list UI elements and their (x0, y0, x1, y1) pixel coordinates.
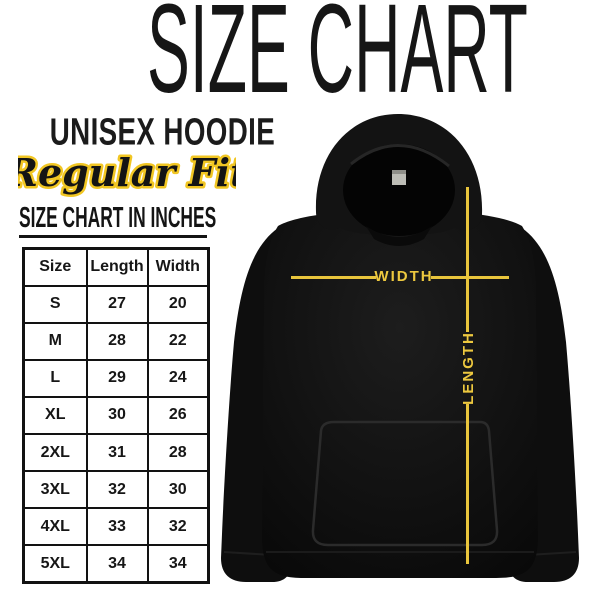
length-cell: 33 (85, 507, 149, 547)
length-cell: 34 (85, 544, 149, 584)
table-header-row: Size Length Width (22, 247, 210, 287)
width-line-right-segment (431, 276, 509, 279)
size-cell: M (22, 321, 88, 361)
column-header-size: Size (22, 247, 88, 287)
table-row: 4XL 33 32 (22, 507, 210, 547)
length-line-top-segment (466, 187, 469, 332)
width-cell: 22 (146, 321, 210, 361)
width-cell: 32 (146, 507, 210, 547)
size-cell: 2XL (22, 432, 88, 473)
hood-opening (343, 144, 455, 236)
page-title: SIZE CHART (147, 0, 528, 119)
table-row: S 27 20 (22, 284, 210, 324)
fit-label-script: Regular Fit (18, 148, 236, 198)
fit-label-text: Regular Fit (18, 150, 236, 195)
length-cell: 31 (85, 432, 149, 473)
width-label: WIDTH (374, 268, 434, 285)
width-cell: 26 (146, 395, 210, 436)
size-table: Size Length Width S 27 20 M 28 22 L 29 2… (22, 247, 210, 584)
width-cell: 20 (146, 284, 210, 324)
length-cell: 30 (85, 395, 149, 436)
width-cell: 30 (146, 470, 210, 510)
table-row: XL 30 26 (22, 395, 210, 436)
hoodie-image (221, 114, 579, 582)
table-heading: SIZE CHART IN INCHES (19, 202, 217, 234)
size-cell: 4XL (22, 507, 88, 547)
width-cell: 24 (146, 358, 210, 398)
table-row: 3XL 32 30 (22, 470, 210, 510)
neck-tag-print (392, 170, 406, 174)
column-header-width: Width (146, 247, 210, 287)
size-cell: S (22, 284, 88, 324)
collar-shadow (366, 226, 432, 246)
size-cell: L (22, 358, 88, 398)
table-row: 2XL 31 28 (22, 432, 210, 473)
length-label: LENGTH (460, 331, 477, 405)
table-heading-underline (19, 235, 207, 238)
length-cell: 27 (85, 284, 149, 324)
size-cell: 5XL (22, 544, 88, 584)
length-cell: 28 (85, 321, 149, 361)
length-cell: 32 (85, 470, 149, 510)
length-line-bottom-segment (466, 404, 469, 564)
table-row: 5XL 34 34 (22, 544, 210, 584)
hoodie-torso (262, 209, 538, 578)
width-line-left-segment (291, 276, 376, 279)
hood-rim-highlight (350, 144, 450, 168)
length-cell: 29 (85, 358, 149, 398)
width-cell: 28 (146, 432, 210, 473)
table-row: L 29 24 (22, 358, 210, 398)
size-cell: XL (22, 395, 88, 436)
size-cell: 3XL (22, 470, 88, 510)
column-header-length: Length (85, 247, 149, 287)
table-row: M 28 22 (22, 321, 210, 361)
width-cell: 34 (146, 544, 210, 584)
kangaroo-pocket (311, 420, 499, 547)
